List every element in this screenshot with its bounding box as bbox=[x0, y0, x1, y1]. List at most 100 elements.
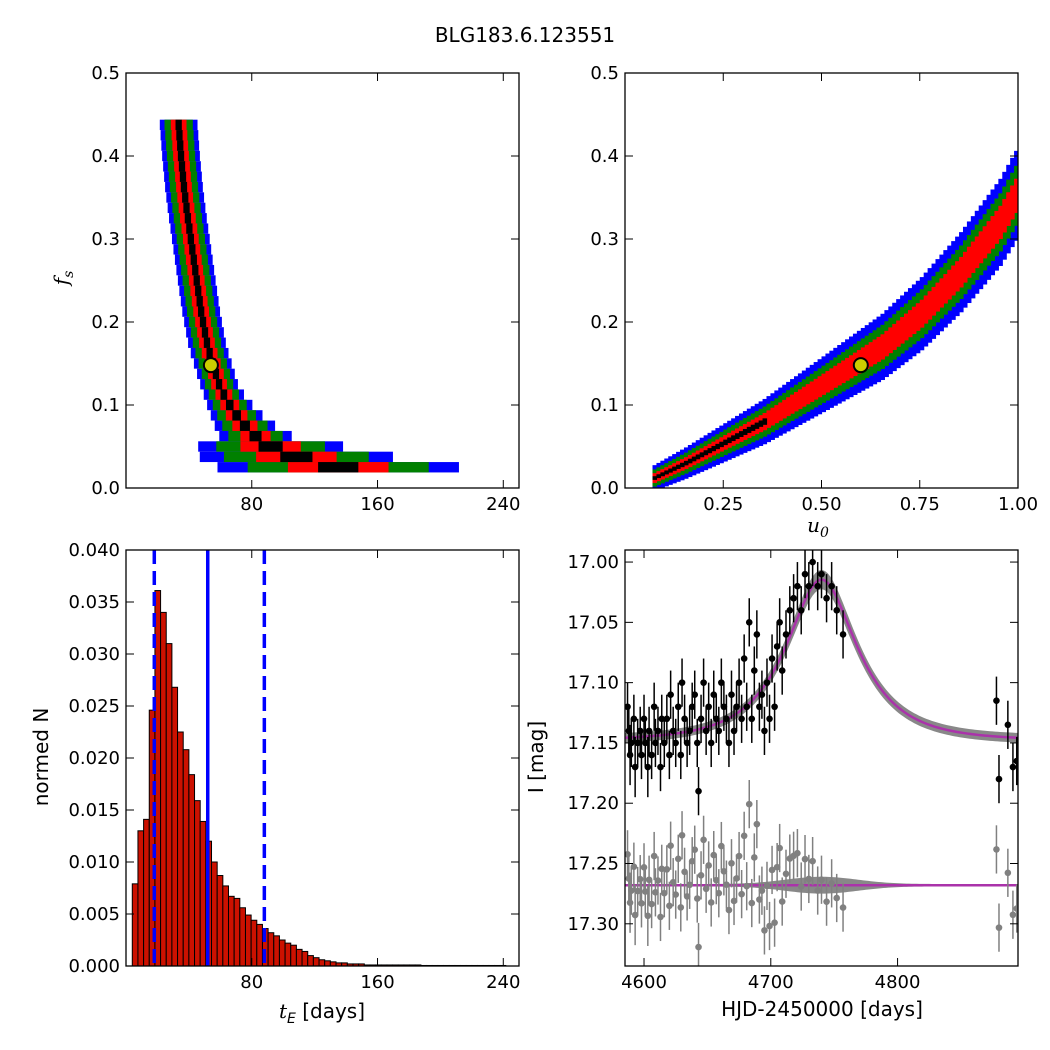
contour-cell bbox=[880, 334, 885, 360]
y-tick-label: 0.5 bbox=[590, 63, 619, 84]
data-point bbox=[648, 751, 655, 759]
contour-cell bbox=[680, 462, 685, 468]
y-tick-label: 17.00 bbox=[567, 552, 619, 573]
contour-cell bbox=[695, 454, 701, 460]
contour-cell bbox=[683, 460, 689, 466]
x-tick-label: 240 bbox=[486, 494, 520, 515]
data-point bbox=[683, 739, 691, 747]
contour-cell bbox=[691, 456, 697, 462]
residual-point bbox=[638, 900, 645, 907]
contour-cell bbox=[727, 437, 732, 444]
best-fit-marker bbox=[202, 357, 219, 374]
contour-cell bbox=[978, 231, 984, 264]
contour-cell bbox=[951, 265, 956, 296]
contour-cell bbox=[1006, 192, 1011, 226]
xlabel-tE: tE [days] bbox=[279, 999, 365, 1027]
contour-cell bbox=[935, 282, 940, 312]
data-point bbox=[758, 691, 766, 698]
hist-bar bbox=[256, 923, 263, 966]
data-point bbox=[634, 739, 641, 747]
residual-point bbox=[718, 842, 725, 850]
hist-bar bbox=[199, 820, 207, 966]
hist-bar bbox=[216, 875, 224, 966]
y-tick-label: 0.4 bbox=[590, 146, 619, 167]
data-point bbox=[728, 691, 735, 698]
residual-point bbox=[797, 883, 805, 890]
hist-bar bbox=[211, 861, 218, 966]
contour-cell bbox=[195, 285, 202, 297]
data-point bbox=[778, 667, 786, 674]
y-tick-label: 17.15 bbox=[567, 733, 619, 754]
residual-point bbox=[683, 893, 691, 900]
panel-tE-fs: 80 160 240 0.0 0.1 0.2 0.3 0.4 0.5 fs bbox=[49, 63, 520, 515]
data-point bbox=[686, 727, 693, 735]
residual-point bbox=[740, 832, 748, 840]
contour-cell bbox=[225, 399, 234, 411]
residual-point bbox=[667, 842, 674, 849]
contour-cell bbox=[742, 428, 748, 435]
contour-cell bbox=[970, 241, 976, 273]
hist-bar bbox=[318, 959, 326, 966]
data-point bbox=[715, 727, 723, 735]
contour-cell bbox=[703, 450, 709, 456]
hist-bar bbox=[137, 830, 145, 966]
residual-point bbox=[748, 899, 756, 907]
data-point bbox=[630, 715, 638, 723]
residual-point bbox=[723, 881, 730, 888]
data-point bbox=[688, 703, 696, 711]
residual-point bbox=[794, 849, 801, 857]
contour-cell bbox=[955, 261, 960, 292]
data-point bbox=[725, 739, 733, 747]
contour-cell bbox=[699, 452, 705, 458]
contour-cell bbox=[990, 216, 996, 249]
plot-frame bbox=[624, 549, 1019, 967]
contour-cell bbox=[821, 373, 827, 395]
residual-point bbox=[640, 864, 648, 871]
data-point bbox=[733, 703, 740, 711]
residual-point bbox=[993, 846, 1000, 853]
contour-cell bbox=[774, 405, 779, 424]
contour-cell bbox=[711, 445, 716, 452]
data-point bbox=[833, 606, 841, 614]
contour-cell bbox=[668, 468, 673, 473]
y-tick-label: 0.020 bbox=[68, 748, 120, 769]
y-tick-label: 0.5 bbox=[91, 63, 120, 84]
contour-cell bbox=[715, 443, 720, 450]
data-point bbox=[697, 715, 705, 723]
residual-point bbox=[697, 872, 705, 879]
data-point bbox=[674, 703, 682, 711]
residual-point bbox=[758, 887, 766, 895]
contour-cell bbox=[177, 140, 184, 151]
contour-cell bbox=[187, 233, 194, 245]
contour-cell bbox=[927, 291, 933, 320]
data-point bbox=[654, 727, 662, 735]
y-tick-label: 0.030 bbox=[68, 644, 120, 665]
data-point bbox=[712, 715, 720, 723]
y-tick-label: 0.000 bbox=[68, 956, 120, 977]
data-point bbox=[738, 715, 745, 723]
contour-cell bbox=[190, 254, 197, 265]
contour-cell bbox=[687, 458, 693, 464]
residual-point bbox=[763, 882, 771, 890]
hist-bar bbox=[244, 914, 252, 966]
x-tick-label: 0.75 bbox=[900, 494, 940, 515]
contour-cell bbox=[177, 150, 185, 162]
residual-point bbox=[756, 896, 763, 903]
xlabel-u0: u0 bbox=[807, 513, 829, 541]
residual-point bbox=[805, 875, 813, 883]
data-point bbox=[745, 619, 753, 626]
data-point bbox=[702, 727, 710, 735]
residual-point bbox=[672, 891, 680, 898]
residual-point bbox=[839, 904, 847, 911]
residual-point bbox=[634, 887, 641, 895]
contour-cell bbox=[664, 470, 669, 475]
contour-cell bbox=[212, 368, 220, 380]
contour-cell bbox=[770, 407, 775, 426]
contour-cell bbox=[192, 264, 199, 276]
residual-point bbox=[761, 927, 768, 934]
data-point bbox=[818, 570, 825, 578]
residual-point bbox=[776, 844, 783, 852]
data-point bbox=[776, 619, 783, 626]
residual-point bbox=[778, 898, 786, 905]
contour-cell bbox=[1014, 178, 1018, 213]
